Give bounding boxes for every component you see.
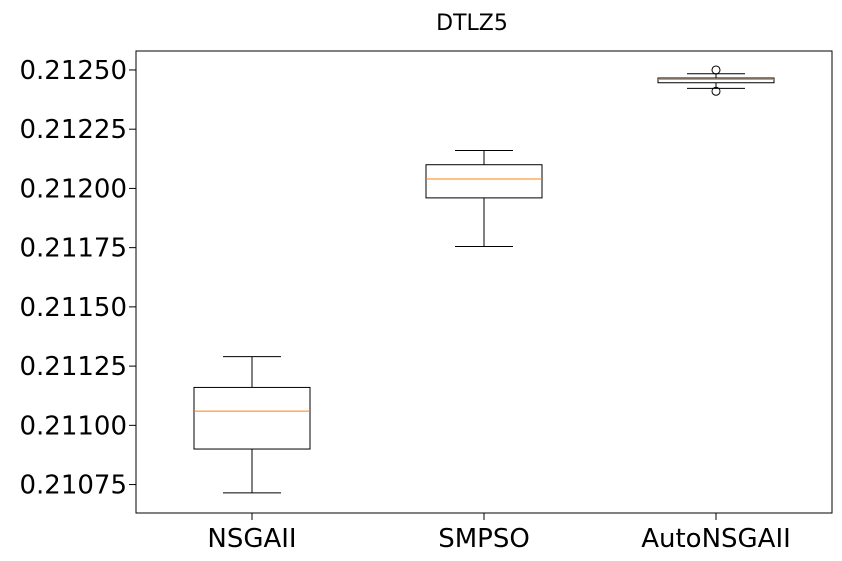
box-smpso [426, 151, 542, 247]
y-tick-label: 0.21200 [19, 174, 127, 204]
y-tick-label: 0.21250 [19, 56, 127, 86]
y-tick-label: 0.21125 [19, 352, 127, 382]
x-axis: NSGAII SMPSO AutoNSGAII [207, 513, 790, 554]
x-tick-label: NSGAII [207, 524, 296, 554]
y-tick-label: 0.21075 [19, 471, 127, 501]
y-tick-label: 0.21150 [19, 293, 127, 323]
box-iqr [658, 78, 774, 83]
y-tick-label: 0.21225 [19, 115, 127, 145]
box-autonsgaii [658, 66, 774, 95]
outlier-point [712, 66, 720, 74]
y-tick-label: 0.21100 [19, 411, 127, 441]
box-nsgaii [194, 357, 310, 493]
x-tick-label: SMPSO [438, 524, 530, 554]
box-iqr [194, 387, 310, 449]
plot-frame [136, 51, 832, 513]
chart-title: DTLZ5 [436, 11, 508, 36]
box-iqr [426, 165, 542, 198]
x-tick-label: AutoNSGAII [641, 524, 791, 554]
boxes [194, 66, 774, 493]
y-tick-label: 0.21175 [19, 234, 127, 264]
y-axis: 0.21075 0.21100 0.21125 0.21150 0.21175 0.212… [19, 56, 136, 501]
